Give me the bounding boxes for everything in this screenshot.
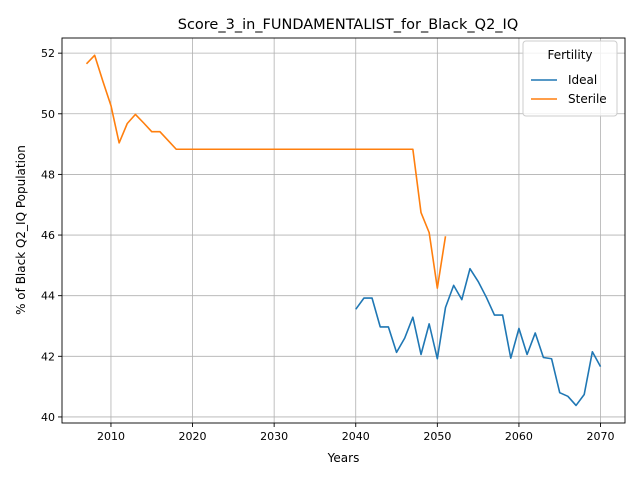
series-line-ideal xyxy=(355,267,602,407)
x-axis-label: Years xyxy=(327,451,360,465)
x-tick-label: 2020 xyxy=(179,430,207,443)
y-tick-label: 42 xyxy=(41,350,55,363)
legend-frame xyxy=(522,40,618,117)
legend: Fertility Ideal Sterile xyxy=(522,40,618,117)
x-tick-label: 2050 xyxy=(423,430,451,443)
y-tick-label: 40 xyxy=(41,411,55,424)
y-tick-label: 52 xyxy=(41,47,55,60)
chart-title: Score_3_in_FUNDAMENTALIST_for_Black_Q2_I… xyxy=(178,17,519,33)
y-tick-label: 50 xyxy=(41,108,55,121)
series-line-sterile xyxy=(85,54,447,289)
legend-label-ideal: Ideal xyxy=(568,73,597,87)
legend-title: Fertility xyxy=(547,48,592,62)
y-tick-label: 44 xyxy=(41,290,55,303)
legend-label-sterile: Sterile xyxy=(568,92,607,106)
x-tick-label: 2070 xyxy=(587,430,615,443)
x-tick-label: 2030 xyxy=(260,430,288,443)
y-tick-label: 46 xyxy=(41,229,55,242)
y-tick-label: 48 xyxy=(41,168,55,181)
y-axis-label: % of Black Q2_IQ Population xyxy=(14,145,28,315)
x-tick-label: 2010 xyxy=(97,430,125,443)
axes: 2010 2020 2030 2040 2050 2060 2070 40 42 44 46 48 50… xyxy=(41,37,626,443)
x-tick-label: 2040 xyxy=(342,430,370,443)
plot-frame xyxy=(61,37,626,424)
x-tick-label: 2060 xyxy=(505,430,533,443)
series-layer xyxy=(85,54,602,407)
